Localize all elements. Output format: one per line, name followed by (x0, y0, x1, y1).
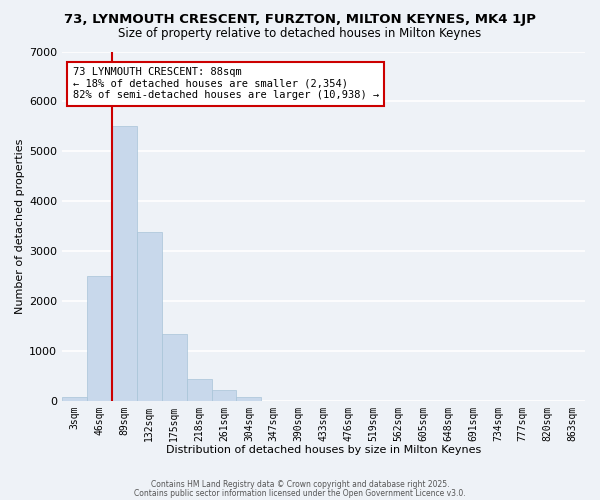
Bar (236, 397, 262, 400)
Bar (62, 396, 87, 400)
Bar (137, 232, 162, 400)
X-axis label: Distribution of detached houses by size in Milton Keynes: Distribution of detached houses by size … (166, 445, 481, 455)
Text: Size of property relative to detached houses in Milton Keynes: Size of property relative to detached ho… (118, 28, 482, 40)
Y-axis label: Number of detached properties: Number of detached properties (15, 138, 25, 314)
Bar (212, 390, 236, 400)
Bar (87, 276, 112, 400)
Text: 73 LYNMOUTH CRESCENT: 88sqm
← 18% of detached houses are smaller (2,354)
82% of : 73 LYNMOUTH CRESCENT: 88sqm ← 18% of det… (73, 67, 379, 100)
Bar (112, 126, 137, 400)
Text: 73, LYNMOUTH CRESCENT, FURZTON, MILTON KEYNES, MK4 1JP: 73, LYNMOUTH CRESCENT, FURZTON, MILTON K… (64, 12, 536, 26)
Bar (162, 334, 187, 400)
Text: Contains HM Land Registry data © Crown copyright and database right 2025.: Contains HM Land Registry data © Crown c… (151, 480, 449, 489)
Bar (187, 380, 212, 400)
Text: Contains public sector information licensed under the Open Government Licence v3: Contains public sector information licen… (134, 489, 466, 498)
